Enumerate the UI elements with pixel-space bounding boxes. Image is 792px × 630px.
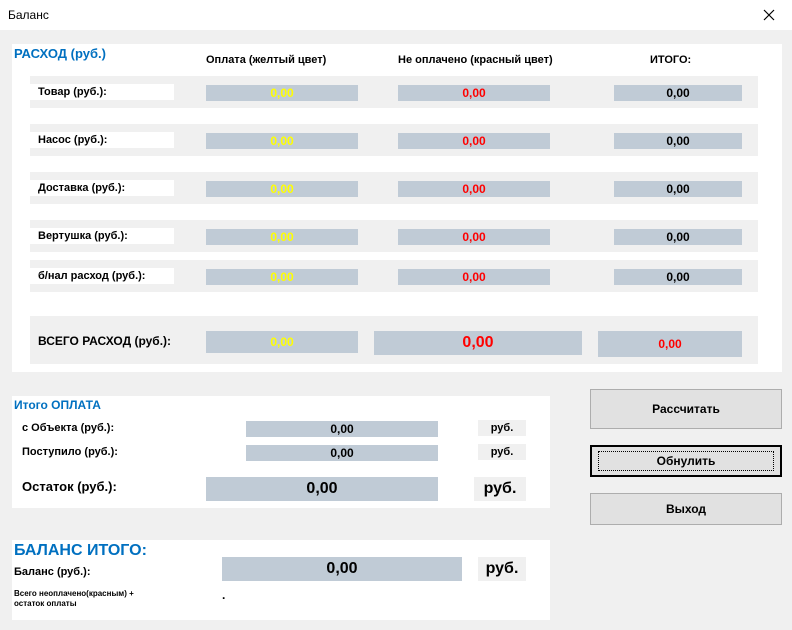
delivery-paid-field[interactable]: 0,00 <box>206 181 358 197</box>
calculate-button[interactable]: Рассчитать <box>590 389 782 429</box>
expense-row-label: б/нал расход (руб.): <box>30 268 174 284</box>
from-object-unit: руб. <box>478 420 526 436</box>
title-bar: Баланс <box>0 0 792 30</box>
balance-label: Баланс (руб.): <box>14 566 91 578</box>
expense-total-label: ВСЕГО РАСХОД (руб.): <box>38 334 172 348</box>
balance-field[interactable]: 0,00 <box>222 557 462 581</box>
column-header-total: ИТОГО: <box>650 54 692 66</box>
from-object-label: с Объекта (руб.): <box>22 422 115 434</box>
cashless-unpaid-field[interactable]: 0,00 <box>398 269 550 285</box>
goods-paid-field[interactable]: 0,00 <box>206 85 358 101</box>
total-unpaid-field[interactable]: 0,00 <box>374 331 582 355</box>
remainder-field[interactable]: 0,00 <box>206 477 438 501</box>
remainder-unit: руб. <box>474 477 526 501</box>
cashless-total-field[interactable]: 0,00 <box>614 269 742 285</box>
calculate-button-label: Рассчитать <box>652 402 720 416</box>
close-icon <box>763 9 775 21</box>
close-button[interactable] <box>746 0 792 30</box>
delivery-total-field[interactable]: 0,00 <box>614 181 742 197</box>
column-header-paid: Оплата (желтый цвет) <box>206 54 327 66</box>
from-object-field[interactable]: 0,00 <box>246 421 438 437</box>
column-header-unpaid: Не оплачено (красный цвет) <box>398 54 553 66</box>
turntable-paid-field[interactable]: 0,00 <box>206 229 358 245</box>
expense-row-label: Доставка (руб.): <box>30 180 174 196</box>
exit-button[interactable]: Выход <box>590 493 782 525</box>
turntable-total-field[interactable]: 0,00 <box>614 229 742 245</box>
reset-button-label: Обнулить <box>597 451 775 471</box>
balance-section-title: БАЛАНС ИТОГО: <box>14 542 147 559</box>
balance-note: Всего неоплачено(красным) + остаток опла… <box>14 589 134 608</box>
total-paid-field[interactable]: 0,00 <box>206 331 358 353</box>
turntable-unpaid-field[interactable]: 0,00 <box>398 229 550 245</box>
received-field[interactable]: 0,00 <box>246 445 438 461</box>
total-total-field[interactable]: 0,00 <box>598 331 742 357</box>
pump-paid-field[interactable]: 0,00 <box>206 133 358 149</box>
delivery-unpaid-field[interactable]: 0,00 <box>398 181 550 197</box>
received-label: Поступило (руб.): <box>22 446 118 458</box>
balance-unit: руб. <box>478 557 526 581</box>
cashless-paid-field[interactable]: 0,00 <box>206 269 358 285</box>
expense-row-label: Товар (руб.): <box>30 84 174 100</box>
goods-unpaid-field[interactable]: 0,00 <box>398 85 550 101</box>
balance-dot: . <box>222 588 226 602</box>
received-unit: руб. <box>478 444 526 460</box>
reset-button[interactable]: Обнулить <box>590 445 782 477</box>
expense-row-label: Насос (руб.): <box>30 132 174 148</box>
remainder-label: Остаток (руб.): <box>22 479 117 494</box>
pump-total-field[interactable]: 0,00 <box>614 133 742 149</box>
goods-total-field[interactable]: 0,00 <box>614 85 742 101</box>
expense-section-title: РАСХОД (руб.) <box>14 46 106 61</box>
expense-row-label: Вертушка (руб.): <box>30 228 174 244</box>
window-title: Баланс <box>8 8 49 22</box>
pump-unpaid-field[interactable]: 0,00 <box>398 133 550 149</box>
payment-section-title: Итого ОПЛАТА <box>14 398 101 412</box>
exit-button-label: Выход <box>665 502 707 516</box>
